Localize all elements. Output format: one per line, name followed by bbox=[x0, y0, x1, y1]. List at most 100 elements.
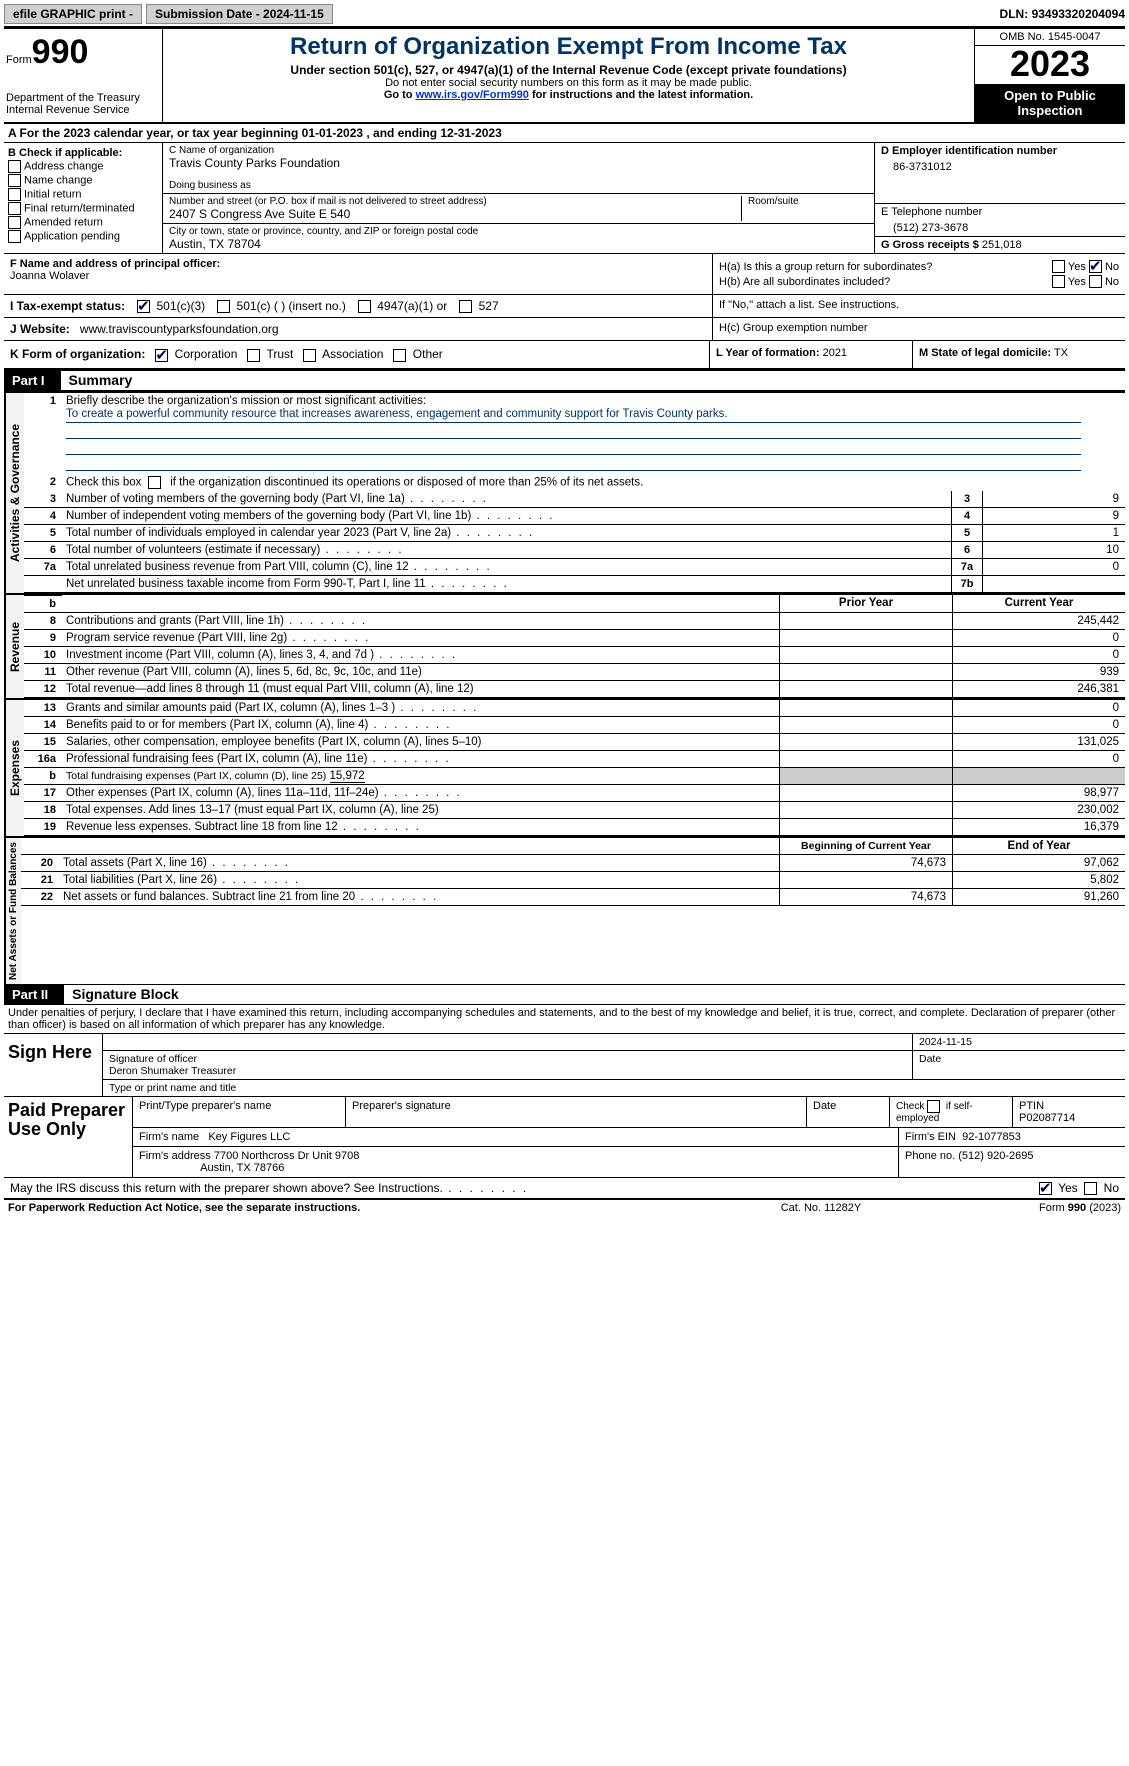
hc-label: H(c) Group exemption number bbox=[712, 318, 1125, 340]
line19-text: Revenue less expenses. Subtract line 18 … bbox=[62, 819, 779, 835]
efile-print-button[interactable]: efile GRAPHIC print - bbox=[4, 4, 142, 24]
submission-date: Submission Date - 2024-11-15 bbox=[146, 4, 333, 24]
col-b-checkboxes: B Check if applicable: Address change Na… bbox=[4, 143, 163, 253]
chk-address-change[interactable]: Address change bbox=[8, 160, 158, 173]
chk-501c3[interactable] bbox=[137, 300, 150, 313]
line20-text: Total assets (Part X, line 16) bbox=[59, 855, 779, 871]
prep-self-employed: Check if self-employed bbox=[890, 1097, 1013, 1127]
ha-no[interactable] bbox=[1089, 260, 1102, 273]
perjury-text: Under penalties of perjury, I declare th… bbox=[4, 1005, 1125, 1033]
state-domicile: TX bbox=[1054, 347, 1068, 359]
line15-text: Salaries, other compensation, employee b… bbox=[62, 734, 779, 750]
chk-4947[interactable] bbox=[358, 300, 371, 313]
line14-text: Benefits paid to or for members (Part IX… bbox=[62, 717, 779, 733]
line20-py: 74,673 bbox=[779, 855, 952, 871]
city-label: City or town, state or province, country… bbox=[169, 226, 868, 237]
chk-name-change[interactable]: Name change bbox=[8, 174, 158, 187]
sign-date: 2024-11-15 bbox=[919, 1036, 972, 1048]
vtab-revenue: Revenue bbox=[4, 595, 24, 698]
ein-label: D Employer identification number bbox=[881, 145, 1119, 157]
line7a-val: 0 bbox=[982, 559, 1125, 575]
line17-text: Other expenses (Part IX, column (A), lin… bbox=[62, 785, 779, 801]
chk-other[interactable] bbox=[393, 349, 406, 362]
sign-here-block: Sign Here 2024-11-15 Signature of office… bbox=[4, 1033, 1125, 1097]
dba-label: Doing business as bbox=[169, 180, 868, 191]
chk-corp[interactable] bbox=[155, 349, 168, 362]
ptin-value: P02087714 bbox=[1019, 1112, 1119, 1124]
line9-text: Program service revenue (Part VIII, line… bbox=[62, 630, 779, 646]
line19-cy: 16,379 bbox=[952, 819, 1125, 835]
vtab-net-assets: Net Assets or Fund Balances bbox=[4, 838, 21, 984]
ha-yes[interactable] bbox=[1052, 260, 1065, 273]
paid-preparer-block: Paid Preparer Use Only Print/Type prepar… bbox=[4, 1097, 1125, 1178]
line6-val: 10 bbox=[982, 542, 1125, 558]
hdr-prior-year: Prior Year bbox=[779, 595, 952, 612]
line20-cy: 97,062 bbox=[952, 855, 1125, 871]
line13-cy: 0 bbox=[952, 700, 1125, 716]
line13-text: Grants and similar amounts paid (Part IX… bbox=[62, 700, 779, 716]
line16b-text: Total fundraising expenses (Part IX, col… bbox=[62, 768, 779, 784]
street-value: 2407 S Congress Ave Suite E 540 bbox=[169, 207, 741, 221]
chk-final-return[interactable]: Final return/terminated bbox=[8, 202, 158, 215]
ha-label: H(a) Is this a group return for subordin… bbox=[719, 261, 1052, 273]
ein-value: 86-3731012 bbox=[881, 157, 1119, 173]
line16a-text: Professional fundraising fees (Part IX, … bbox=[62, 751, 779, 767]
hb-yes[interactable] bbox=[1052, 275, 1065, 288]
website-label: J Website: bbox=[10, 322, 70, 336]
line10-cy: 0 bbox=[952, 647, 1125, 663]
firm-addr1: 7700 Northcross Dr Unit 9708 bbox=[214, 1150, 360, 1162]
discuss-yes[interactable] bbox=[1039, 1182, 1052, 1195]
chk-self-employed[interactable] bbox=[927, 1100, 940, 1113]
chk-initial-return[interactable]: Initial return bbox=[8, 188, 158, 201]
tel-label: E Telephone number bbox=[881, 206, 1119, 218]
irs-label: Internal Revenue Service bbox=[6, 104, 156, 116]
subtitle-2: Do not enter social security numbers on … bbox=[169, 77, 968, 89]
irs-link[interactable]: www.irs.gov/Form990 bbox=[416, 89, 529, 101]
sig-officer-name: Deron Shumaker Treasurer bbox=[109, 1065, 906, 1077]
prep-sig-label: Preparer's signature bbox=[346, 1097, 807, 1127]
line18-cy: 230,002 bbox=[952, 802, 1125, 818]
org-name: Travis County Parks Foundation bbox=[169, 156, 868, 170]
chk-527[interactable] bbox=[459, 300, 472, 313]
tax-year: 2023 bbox=[975, 46, 1125, 84]
chk-discontinued[interactable] bbox=[148, 476, 161, 489]
line22-text: Net assets or fund balances. Subtract li… bbox=[59, 889, 779, 905]
firm-phone: (512) 920-2695 bbox=[958, 1150, 1033, 1162]
vtab-governance: Activities & Governance bbox=[4, 393, 24, 593]
prep-name-label: Print/Type preparer's name bbox=[133, 1097, 346, 1127]
vtab-expenses: Expenses bbox=[4, 700, 24, 836]
chk-501c[interactable] bbox=[217, 300, 230, 313]
year-formation: 2021 bbox=[823, 347, 847, 359]
chk-application-pending[interactable]: Application pending bbox=[8, 230, 158, 243]
line3-val: 9 bbox=[982, 491, 1125, 507]
type-print-label: Type or print name and title bbox=[103, 1080, 1125, 1096]
chk-trust[interactable] bbox=[247, 349, 260, 362]
hb-no[interactable] bbox=[1089, 275, 1102, 288]
hb-note: If "No," attach a list. See instructions… bbox=[719, 299, 1119, 311]
line14-cy: 0 bbox=[952, 717, 1125, 733]
firm-addr2: Austin, TX 78766 bbox=[200, 1162, 284, 1174]
discuss-text: May the IRS discuss this return with the… bbox=[10, 1181, 1039, 1195]
tel-value: (512) 273-3678 bbox=[881, 218, 1119, 234]
form-header: Form990 Department of the Treasury Inter… bbox=[4, 29, 1125, 124]
line8-cy: 245,442 bbox=[952, 613, 1125, 629]
sig-date-label: Date bbox=[913, 1051, 1125, 1079]
line4-text: Number of independent voting members of … bbox=[62, 508, 951, 524]
chk-amended-return[interactable]: Amended return bbox=[8, 216, 158, 229]
chk-assoc[interactable] bbox=[303, 349, 316, 362]
part-2-header: Part II Signature Block bbox=[4, 984, 1125, 1005]
line22-py: 74,673 bbox=[779, 889, 952, 905]
dln: DLN: 93493320204094 bbox=[1000, 7, 1125, 21]
subtitle-3: Go to www.irs.gov/Form990 for instructio… bbox=[169, 89, 968, 101]
form-title: Return of Organization Exempt From Incom… bbox=[169, 33, 968, 61]
row-a-period: A For the 2023 calendar year, or tax yea… bbox=[4, 124, 1125, 143]
line18-text: Total expenses. Add lines 13–17 (must eq… bbox=[62, 802, 779, 818]
discuss-no[interactable] bbox=[1084, 1182, 1097, 1195]
page-footer: For Paperwork Reduction Act Notice, see … bbox=[4, 1199, 1125, 1216]
line15-cy: 131,025 bbox=[952, 734, 1125, 750]
hdr-end-year: End of Year bbox=[952, 838, 1125, 854]
city-value: Austin, TX 78704 bbox=[169, 237, 868, 251]
org-name-label: C Name of organization bbox=[169, 145, 868, 156]
officer-name: Joanna Wolaver bbox=[10, 270, 706, 282]
line21-cy: 5,802 bbox=[952, 872, 1125, 888]
